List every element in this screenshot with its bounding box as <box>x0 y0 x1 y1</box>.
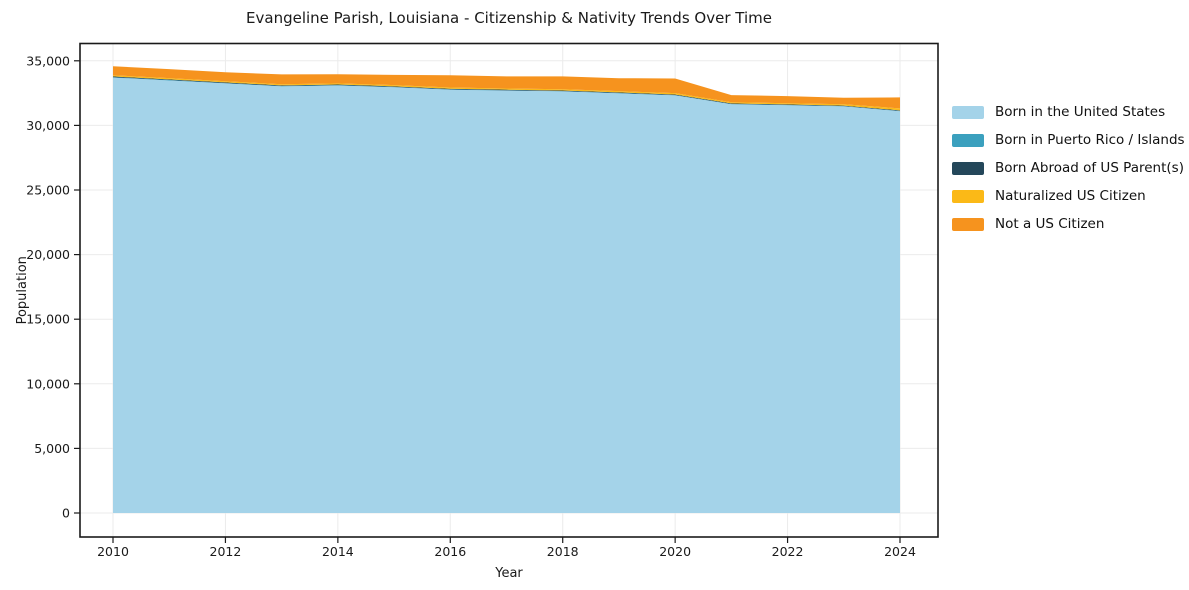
area-born-in-puerto-rico-islands <box>113 77 900 112</box>
y-axis-label: Population <box>15 256 30 324</box>
area-born-in-the-united-states <box>113 77 900 513</box>
x-tick-label: 2016 <box>434 544 466 559</box>
legend-label: Born in Puerto Rico / Islands <box>995 132 1185 148</box>
legend-label: Born Abroad of US Parent(s) <box>995 160 1184 176</box>
area-not-a-us-citizen <box>113 66 900 109</box>
x-tick-label: 2018 <box>547 544 579 559</box>
legend-item-born-in-the-united-states: Born in the United States <box>952 104 1185 120</box>
x-tick-label: 2014 <box>322 544 354 559</box>
y-tick-label: 25,000 <box>26 183 70 198</box>
x-tick-label: 2024 <box>884 544 916 559</box>
y-tick-label: 5,000 <box>34 441 70 456</box>
y-tick-label: 15,000 <box>26 312 70 327</box>
legend-label: Not a US Citizen <box>995 216 1105 232</box>
y-tick-label: 35,000 <box>26 53 70 68</box>
legend-label: Born in the United States <box>995 104 1166 120</box>
x-axis-label: Year <box>494 566 523 581</box>
x-tick-label: 2012 <box>210 544 242 559</box>
legend-item-born-in-puerto-rico-islands: Born in Puerto Rico / Islands <box>952 132 1185 148</box>
legend-swatch-icon <box>952 189 984 203</box>
legend-item-naturalized-us-citizen: Naturalized US Citizen <box>952 188 1185 204</box>
legend: Born in the United States Born in Puerto … <box>952 104 1185 232</box>
area-born-abroad-of-us-parent-s <box>113 76 900 111</box>
x-tick-label: 2010 <box>97 544 129 559</box>
legend-item-born-abroad-of-us-parent-s: Born Abroad of US Parent(s) <box>952 160 1185 176</box>
x-tick-label: 2020 <box>659 544 691 559</box>
x-tick-label: 2022 <box>772 544 804 559</box>
plot-frame <box>79 42 939 538</box>
y-tick-label: 10,000 <box>26 376 70 391</box>
legend-swatch-icon <box>952 217 984 231</box>
legend-swatch-icon <box>952 133 984 147</box>
legend-swatch-icon <box>952 161 984 175</box>
legend-swatch-icon <box>952 105 984 119</box>
chart-title: Evangeline Parish, Louisiana - Citizensh… <box>246 9 772 27</box>
area-naturalized-us-citizen <box>113 75 900 111</box>
legend-label: Naturalized US Citizen <box>995 188 1146 204</box>
y-tick-label: 30,000 <box>26 118 70 133</box>
y-tick-label: 0 <box>62 506 70 521</box>
legend-item-not-a-us-citizen: Not a US Citizen <box>952 216 1185 232</box>
y-tick-label: 20,000 <box>26 247 70 262</box>
